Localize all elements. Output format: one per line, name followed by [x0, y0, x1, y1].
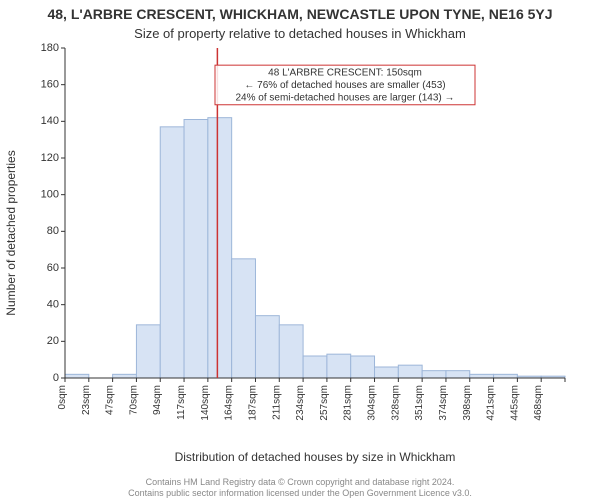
svg-text:374sqm: 374sqm [438, 385, 449, 421]
svg-text:164sqm: 164sqm [224, 385, 235, 421]
footer-line2: Contains public sector information licen… [128, 488, 472, 498]
svg-text:117sqm: 117sqm [176, 385, 187, 420]
svg-text:47sqm: 47sqm [105, 385, 116, 415]
chart-container: 48, L'ARBRE CRESCENT, WHICKHAM, NEWCASTL… [0, 0, 600, 500]
svg-text:60: 60 [47, 262, 59, 274]
svg-text:140: 140 [41, 115, 59, 127]
svg-text:80: 80 [47, 225, 59, 237]
title-main: 48, L'ARBRE CRESCENT, WHICKHAM, NEWCASTL… [0, 6, 600, 22]
svg-text:← 76% of detached houses are s: ← 76% of detached houses are smaller (45… [244, 80, 445, 91]
svg-text:48 L'ARBRE CRESCENT: 150sqm: 48 L'ARBRE CRESCENT: 150sqm [268, 68, 422, 79]
svg-text:257sqm: 257sqm [319, 385, 330, 421]
svg-text:20: 20 [47, 335, 59, 347]
svg-text:70sqm: 70sqm [128, 385, 139, 415]
histogram-plot: 0204060801001201401601800sqm23sqm47sqm70… [55, 48, 575, 418]
svg-text:398sqm: 398sqm [462, 385, 473, 421]
svg-text:160: 160 [41, 79, 59, 91]
x-axis-label: Distribution of detached houses by size … [55, 450, 575, 464]
svg-text:468sqm: 468sqm [533, 385, 544, 421]
svg-text:445sqm: 445sqm [509, 385, 520, 421]
svg-text:421sqm: 421sqm [486, 385, 497, 421]
svg-text:328sqm: 328sqm [390, 385, 401, 421]
svg-text:0sqm: 0sqm [57, 385, 68, 409]
svg-text:281sqm: 281sqm [343, 385, 354, 421]
footer-line1: Contains HM Land Registry data © Crown c… [146, 477, 455, 487]
title-sub: Size of property relative to detached ho… [0, 26, 600, 41]
attribution-footer: Contains HM Land Registry data © Crown c… [4, 477, 596, 498]
svg-text:180: 180 [41, 42, 59, 54]
svg-text:0: 0 [53, 372, 59, 384]
svg-text:23sqm: 23sqm [81, 385, 92, 415]
svg-text:351sqm: 351sqm [414, 385, 425, 421]
svg-text:140sqm: 140sqm [200, 385, 211, 421]
svg-text:234sqm: 234sqm [295, 385, 306, 421]
svg-text:94sqm: 94sqm [152, 385, 163, 415]
svg-text:304sqm: 304sqm [367, 385, 378, 421]
svg-text:211sqm: 211sqm [271, 385, 282, 420]
y-axis-label: Number of detached properties [4, 48, 20, 418]
svg-text:120: 120 [41, 152, 59, 164]
svg-text:24% of semi-detached houses ar: 24% of semi-detached houses are larger (… [235, 92, 454, 103]
svg-text:187sqm: 187sqm [247, 385, 258, 421]
svg-text:40: 40 [47, 299, 59, 311]
svg-text:100: 100 [41, 189, 59, 201]
histogram-svg: 0204060801001201401601800sqm23sqm47sqm70… [55, 48, 575, 418]
